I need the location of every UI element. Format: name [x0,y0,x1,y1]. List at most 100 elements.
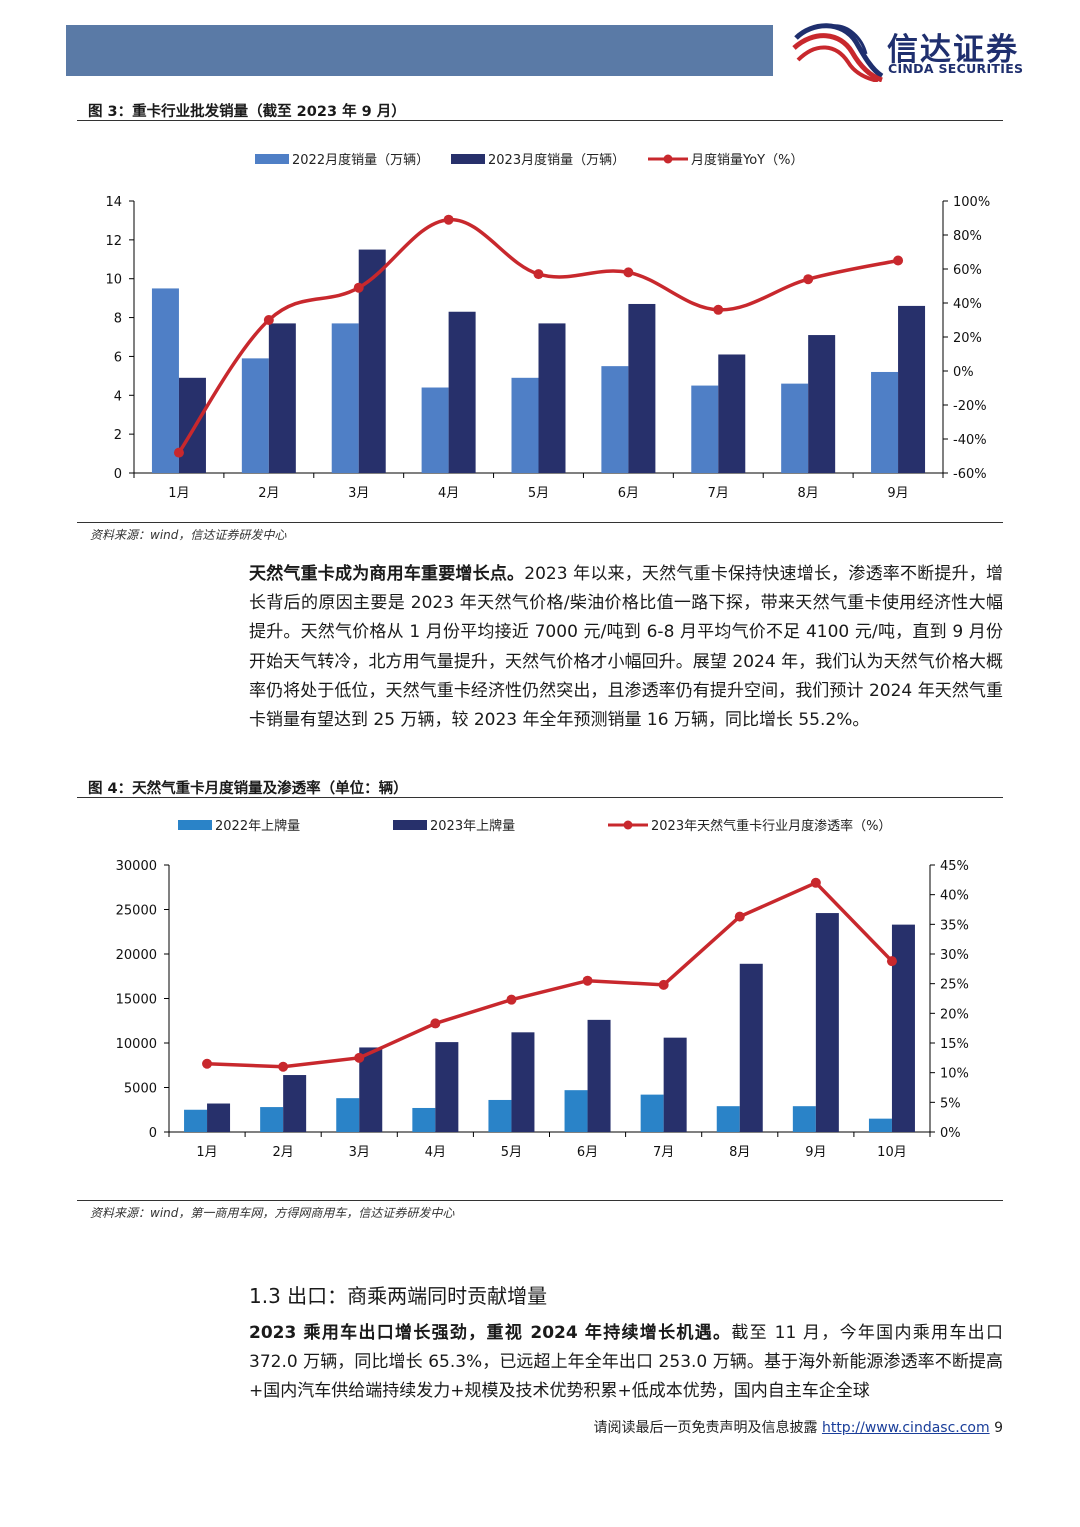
chart2-line-series-0 [206,880,894,1069]
chart2-legend-swatch-0 [178,820,212,830]
chart1-line-point-0-4 [533,269,544,280]
chart1-line-point-0-7 [803,274,814,285]
footer: 请阅读最后一页免责声明及信息披露 http://www.cindasc.com … [594,1417,1004,1437]
chart2-y-tick-label-3: 15000 [116,993,157,1008]
chart2-bar-s1-2 [359,1047,383,1132]
chart2-line-point-0-6 [658,979,669,990]
chart1-line-point-0-6 [713,304,724,315]
paragraph-natural-gas-lead: 天然气重卡成为商用车重要增长点。 [249,564,525,584]
chart2-y2-tick-label-2: 10% [940,1067,969,1082]
paragraph-export-body: 截至 11 月，今年国内乘用车出口 372.0 万辆，同比增长 65.3%，已远… [249,1323,1003,1402]
chart1-x-tick-label-4: 5月 [528,486,549,501]
chart1-legend-item-1: 2023月度销量（万辆） [451,152,625,168]
chart2-y2-tick-label-7: 35% [940,918,969,933]
chart2-bar-s0-9 [868,1118,892,1132]
chart1-line-point-0-3 [443,214,454,225]
chart2-line-point-0-5 [582,975,593,986]
cinda-logo: 信达证券 CINDA SECURITIES [792,20,1062,83]
chart1-bar-s0-0 [151,288,179,473]
paragraph-natural-gas: 天然气重卡成为商用车重要增长点。2023 年以来，天然气重卡保持快速增长，渗透率… [249,560,1003,735]
footer-link[interactable]: http://www.cindasc.com [821,1420,990,1436]
chart1-y2-tick-label-5: 40% [953,297,982,312]
chart2-x-tick-label-5: 6月 [577,1145,598,1160]
chart2-legend-item-0: 2022年上牌量 [178,818,300,834]
footer-disclaimer: 请阅读最后一页免责声明及信息披露 [593,1420,818,1436]
cinda-logo-emblem-icon [792,23,884,83]
chart1-line-series-0 [177,217,899,454]
chart1-y2-tick-label-1: -40% [953,433,987,448]
chart2-line-point-0-8 [810,877,821,888]
chart1-y2-tick-label-0: -60% [953,467,987,482]
paragraph-export-lead: 2023 乘用车出口增长强劲，重视 2024 年持续增长机遇。 [249,1323,732,1343]
chart2-line-point-0-1 [278,1061,289,1072]
chart1-y-tick-label-7: 14 [105,195,122,210]
chart1-legend-label-2: 月度销量YoY（%） [691,152,803,168]
chart2-x-tick-label-2: 3月 [349,1145,370,1160]
chart1-bar-s0-1 [241,358,269,473]
chart1-line-point-0-8 [893,255,904,266]
chart2-bar-s0-5 [564,1090,588,1132]
logo-name: 信达证券 [887,32,1019,68]
chart2-line-point-0-2 [354,1052,365,1063]
figure3-chart: 2022月度销量（万辆） 2023月度销量（万辆） 月度销量YoY（%） 0 2 4 6 8 1… [105,152,990,501]
figure4-top-rule [77,797,1003,798]
chart1-y-tick-label-4: 8 [114,312,122,327]
chart2-bar-s0-2 [336,1098,360,1132]
chart1-bar-s0-6 [691,385,719,473]
chart1-bar-s1-5 [628,303,656,473]
chart2-y2-tick-label-1: 5% [940,1096,961,1111]
chart1-y2-tick-label-4: 20% [953,331,982,346]
figure4-chart: 2022年上牌量 2023年上牌量 2023年天然气重卡行业月度渗透率（%） 0 500… [116,818,969,1160]
chart1-legend-item-2: 月度销量YoY（%） [648,152,803,168]
chart1-y2-tick-label-2: -20% [953,399,987,414]
chart2-bar-s1-7 [739,963,763,1132]
chart2-legend-marker-2 [623,820,633,830]
chart2-bar-s0-0 [184,1109,208,1132]
chart1-x-tick-label-8: 9月 [887,486,908,501]
chart1-line-point-0-2 [353,282,364,293]
chart1-y2-tick-label-8: 100% [953,195,990,210]
chart2-bar-s1-8 [815,913,839,1132]
chart2-legend-label-2: 2023年天然气重卡行业月度渗透率（%） [651,818,891,834]
chart1-y2-tick-label-7: 80% [953,229,982,244]
chart1-x-tick-label-7: 8月 [798,486,819,501]
chart1-bar-s1-6 [718,354,746,473]
chart2-bar-s1-1 [283,1075,307,1132]
chart2-bar-s0-3 [412,1107,436,1132]
chart2-y-tick-label-6: 30000 [116,859,157,874]
chart2-bar-s0-6 [640,1094,664,1132]
chart1-bar-s1-1 [268,323,296,473]
chart2-y2-tick-label-8: 40% [940,889,969,904]
chart1-bar-s1-7 [808,335,836,473]
chart2-legend-label-0: 2022年上牌量 [215,818,300,834]
chart1-bar-s0-7 [781,383,809,473]
chart1-bar-s0-3 [421,387,449,473]
chart1-bar-s1-3 [448,311,476,473]
chart2-y2-tick-label-0: 0% [940,1126,961,1141]
chart2-bar-s1-6 [663,1037,687,1132]
chart2-y2-tick-label-6: 30% [940,948,969,963]
chart1-x-tick-label-6: 7月 [708,486,729,501]
chart2-bar-s0-4 [488,1099,512,1132]
chart2-y-tick-label-1: 5000 [124,1082,157,1097]
chart2-bar-s0-8 [792,1106,816,1132]
chart1-bar-s1-4 [538,323,566,473]
chart2-line-point-0-9 [886,956,897,967]
page-number: 9 [994,1420,1003,1436]
chart2-x-tick-label-4: 5月 [501,1145,522,1160]
chart1-bar-s1-2 [358,249,386,473]
chart2-y2-tick-label-4: 20% [940,1007,969,1022]
figure4-title: 图 4：天然气重卡月度销量及渗透率（单位：辆） [88,781,408,797]
chart1-bar-s0-5 [601,366,629,473]
chart2-x-tick-label-8: 9月 [805,1145,826,1160]
chart1-y-tick-label-2: 4 [114,389,122,404]
chart2-y2-tick-label-3: 15% [940,1037,969,1052]
figure3-title: 图 3：重卡行业批发销量（截至 2023 年 9 月） [88,104,406,120]
chart2-legend-label-1: 2023年上牌量 [430,818,515,834]
chart2-x-tick-label-9: 10月 [877,1145,907,1160]
chart1-y-tick-label-1: 2 [114,428,122,443]
chart1-y-tick-label-5: 10 [105,273,122,288]
chart2-bar-s0-7 [716,1106,740,1132]
chart1-legend-label-0: 2022月度销量（万辆） [292,152,429,168]
chart2-bar-s1-4 [511,1032,535,1132]
